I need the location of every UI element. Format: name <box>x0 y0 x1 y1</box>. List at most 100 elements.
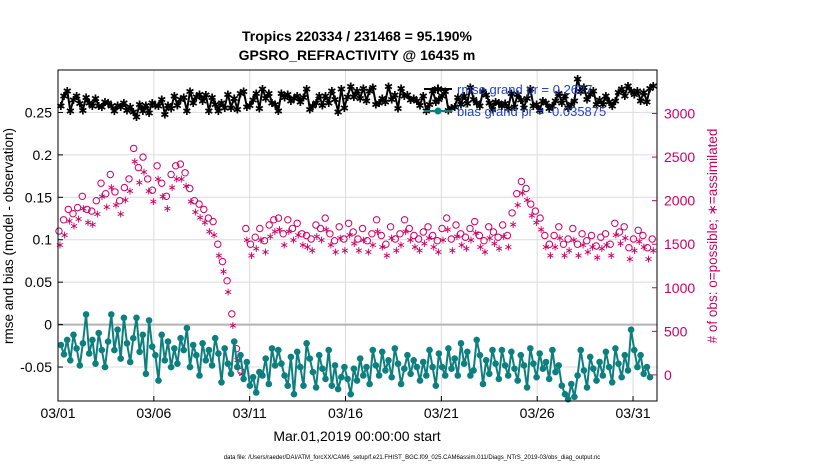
rmse-point: ✱ <box>179 93 188 105</box>
rmse-point: ✱ <box>636 96 645 108</box>
rmse-point: ✱ <box>441 87 450 99</box>
possible-obs-point <box>517 177 526 186</box>
y-left-tick-label: 0.2 <box>33 147 53 163</box>
assimilated-obs-point: ∗ <box>97 191 106 203</box>
rmse-point: ✱ <box>592 99 601 111</box>
possible-obs-point <box>443 214 451 222</box>
possible-obs-point <box>643 244 652 252</box>
bias-point <box>123 340 131 347</box>
bias-point <box>435 350 443 357</box>
assimilated-obs-point: ∗ <box>322 224 331 236</box>
possible-obs-point <box>214 240 222 248</box>
rmse-point: ✱ <box>554 88 563 100</box>
assimilated-obs-point: ∗ <box>382 250 391 262</box>
bias-point <box>514 377 521 384</box>
bias-point <box>319 365 326 373</box>
possible-obs-point <box>312 221 320 229</box>
possible-obs-point <box>134 163 143 172</box>
bias-point <box>252 389 260 396</box>
rmse-point: ✱ <box>611 96 620 108</box>
bias-point <box>564 396 572 403</box>
y-right-tick-label: 2000 <box>664 193 695 209</box>
possible-obs-point <box>382 240 390 248</box>
bias-point <box>353 377 361 384</box>
rmse-point: ✱ <box>582 94 591 106</box>
possible-obs-point <box>555 223 563 231</box>
rmse-point: ✱ <box>233 105 242 117</box>
rmse-point: ✱ <box>217 98 226 110</box>
bias-point <box>145 317 153 324</box>
rmse-point: ✱ <box>173 100 182 112</box>
bias-point <box>196 372 203 379</box>
bias-point <box>375 372 383 379</box>
rmse-point: ✱ <box>396 83 405 95</box>
possible-obs-point <box>186 184 194 193</box>
bias-point <box>108 311 115 318</box>
possible-obs-point <box>293 219 301 228</box>
possible-obs-point <box>200 205 208 214</box>
rmse-point: ✱ <box>239 87 248 99</box>
assimilated-obs-point: ∗ <box>181 181 190 193</box>
bias-point <box>489 346 496 354</box>
assimilated-obs-point: ∗ <box>149 196 158 208</box>
assimilated-obs-point: ∗ <box>471 228 480 240</box>
rmse-point: ✱ <box>437 91 446 103</box>
assimilated-obs-point: ∗ <box>588 242 597 254</box>
possible-obs-point <box>466 224 474 233</box>
assimilated-obs-point: ∗ <box>177 174 186 186</box>
plot-frame <box>57 69 658 402</box>
possible-obs-point <box>358 224 367 233</box>
rmse-point: ✱ <box>72 91 81 103</box>
possible-obs-point <box>522 184 530 193</box>
rmse-point: ✱ <box>510 102 519 114</box>
assimilated-obs-point: ∗ <box>522 194 531 206</box>
assimilated-obs-point: ∗ <box>410 242 419 254</box>
bias-point <box>407 370 414 378</box>
rmse-point: ✱ <box>192 92 201 104</box>
possible-obs-point <box>573 240 582 248</box>
possible-obs-point <box>344 219 353 228</box>
assimilated-obs-point: ∗ <box>336 233 345 245</box>
rmse-point: ✱ <box>258 84 267 96</box>
assimilated-obs-point: ∗ <box>630 245 639 257</box>
bias-point <box>596 358 603 366</box>
bias-point <box>445 345 452 352</box>
assimilated-obs-point: ∗ <box>485 233 494 245</box>
rmse-point: ✱ <box>296 97 305 109</box>
possible-obs-point <box>531 207 540 215</box>
x-tick-label: 03/21 <box>424 405 459 421</box>
assimilated-obs-point: ∗ <box>564 245 573 257</box>
bias-point <box>646 373 654 381</box>
bias-point <box>577 346 584 354</box>
possible-obs-point <box>475 231 484 240</box>
bias-point <box>322 375 329 383</box>
assimilated-obs-point: ∗ <box>457 240 466 252</box>
rmse-point: ✱ <box>230 94 239 106</box>
rmse-point: ✱ <box>513 89 522 101</box>
rmse-point: ✱ <box>356 94 365 106</box>
rmse-point: ✱ <box>343 92 352 104</box>
rmse-point: ✱ <box>598 99 607 111</box>
bias-point <box>457 340 465 347</box>
bias-point <box>167 363 175 371</box>
bias-point <box>350 365 358 373</box>
possible-obs-point <box>634 226 642 235</box>
bias-point <box>593 377 600 384</box>
possible-obs-point <box>405 224 413 233</box>
bias-point <box>278 360 285 368</box>
rmse-point: ✱ <box>453 93 462 105</box>
x-tick-label: 03/31 <box>616 405 651 421</box>
rmse-point: ✱ <box>604 97 613 109</box>
possible-obs-point <box>611 219 619 228</box>
possible-obs-point <box>302 231 311 240</box>
possible-obs-point <box>494 233 502 241</box>
rmse-point: ✱ <box>362 96 371 108</box>
bias-point <box>89 336 96 344</box>
rmse-series: ✱✱✱✱✱✱✱✱✱✱✱✱✱✱✱✱✱✱✱✱✱✱✱✱✱✱✱✱✱✱✱✱✱✱✱✱✱✱✱✱… <box>56 74 658 124</box>
rmse-point: ✱ <box>113 100 122 112</box>
rmse-point: ✱ <box>365 86 374 98</box>
rmse-point: ✱ <box>626 86 635 98</box>
rmse-point: ✱ <box>151 100 160 112</box>
bias-point <box>504 372 512 379</box>
bias-point <box>303 340 310 347</box>
